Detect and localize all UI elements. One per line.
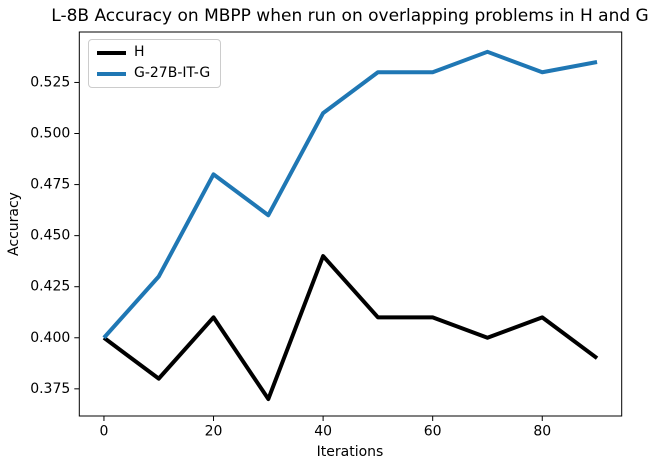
y-axis-label: Accuracy — [6, 192, 22, 256]
y-tick-label: 0.500 — [30, 126, 70, 142]
legend-label-h: H — [134, 44, 145, 60]
x-tick-label: 60 — [424, 424, 442, 440]
y-tick-label: 0.425 — [30, 279, 70, 295]
legend-label-g-27b-it-g: G-27B-IT-G — [134, 65, 211, 81]
series-line-h — [102, 254, 599, 402]
legend-line-sample-h — [97, 50, 126, 55]
axes-spines — [78, 31, 623, 417]
y-tick-label: 0.400 — [30, 330, 70, 346]
y-tick-label: 0.450 — [30, 228, 70, 244]
x-tick-label: 40 — [314, 424, 332, 440]
y-tick-label: 0.375 — [30, 381, 70, 397]
x-tick-label: 80 — [533, 424, 551, 440]
x-tick-label: 20 — [205, 424, 223, 440]
series-line-g-27b-it-g — [102, 49, 598, 340]
y-tick-label: 0.475 — [30, 177, 70, 193]
y-tick-label: 0.525 — [30, 74, 70, 90]
legend-item-g-27b-it-g: G-27B-IT-G — [97, 66, 210, 81]
x-tick-label: 0 — [99, 424, 108, 440]
chart-title: L-8B Accuracy on MBPP when run on overla… — [51, 6, 649, 26]
legend-line-sample-g-27b-it-g — [97, 71, 126, 76]
legend: H G-27B-IT-G — [88, 39, 222, 88]
legend-item-h: H — [97, 45, 210, 60]
x-axis-label: Iterations — [316, 444, 384, 460]
